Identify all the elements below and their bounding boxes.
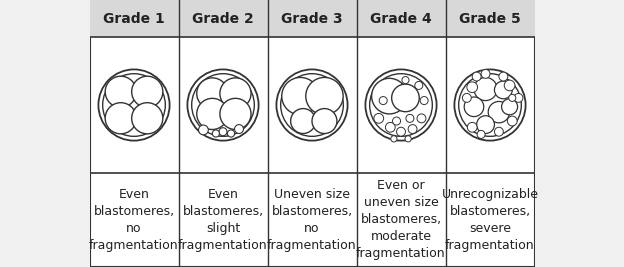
Bar (89, 0, 535, 37)
Circle shape (472, 72, 481, 81)
Circle shape (386, 122, 395, 132)
Circle shape (197, 98, 228, 129)
Circle shape (282, 77, 319, 115)
Circle shape (235, 125, 243, 134)
Circle shape (417, 114, 426, 123)
Circle shape (494, 127, 504, 136)
Circle shape (105, 76, 136, 107)
Circle shape (132, 76, 163, 107)
Text: Uneven size
blastomeres,
no
fragmentation: Uneven size blastomeres, no fragmentatio… (267, 188, 357, 252)
Circle shape (228, 130, 235, 137)
Circle shape (391, 136, 397, 142)
Circle shape (220, 98, 251, 129)
Circle shape (415, 81, 423, 89)
Text: Unrecognizable
blastomeres,
severe
fragmentation: Unrecognizable blastomeres, severe fragm… (442, 188, 539, 252)
Circle shape (187, 69, 258, 141)
Circle shape (502, 99, 517, 115)
Circle shape (372, 78, 407, 114)
Circle shape (481, 69, 490, 78)
Circle shape (219, 128, 227, 136)
Circle shape (477, 130, 485, 138)
Text: Grade 2: Grade 2 (192, 12, 254, 26)
Circle shape (499, 72, 508, 81)
Circle shape (306, 77, 343, 115)
Circle shape (99, 69, 170, 141)
Text: Even or
uneven size
blastomeres,
moderate
fragmentation: Even or uneven size blastomeres, moderat… (356, 179, 446, 260)
Circle shape (366, 69, 437, 141)
Text: Grade 1: Grade 1 (103, 12, 165, 26)
Text: Even
blastomeres,
slight
fragmentation: Even blastomeres, slight fragmentation (178, 188, 268, 252)
Circle shape (103, 74, 165, 136)
Circle shape (369, 74, 432, 136)
Circle shape (420, 97, 428, 105)
Circle shape (392, 117, 401, 125)
Circle shape (405, 136, 411, 142)
Circle shape (494, 81, 512, 99)
Circle shape (406, 114, 414, 122)
Circle shape (477, 116, 494, 134)
Circle shape (396, 127, 406, 136)
Circle shape (192, 74, 255, 136)
Circle shape (459, 74, 521, 136)
Circle shape (474, 77, 497, 101)
Circle shape (220, 78, 251, 109)
Circle shape (312, 109, 337, 134)
Circle shape (132, 103, 163, 134)
Circle shape (464, 97, 484, 117)
Circle shape (467, 82, 477, 93)
Circle shape (509, 94, 516, 101)
Circle shape (105, 103, 136, 134)
Circle shape (374, 113, 384, 123)
Circle shape (212, 130, 220, 137)
Text: Grade 4: Grade 4 (370, 12, 432, 26)
Circle shape (504, 80, 515, 91)
Circle shape (392, 84, 419, 112)
Circle shape (462, 93, 471, 102)
Circle shape (276, 69, 348, 141)
Circle shape (198, 125, 208, 135)
Circle shape (408, 125, 417, 134)
Circle shape (454, 69, 525, 141)
Circle shape (291, 109, 316, 134)
Circle shape (488, 101, 510, 123)
Circle shape (514, 93, 523, 102)
Text: Grade 5: Grade 5 (459, 12, 521, 26)
Circle shape (379, 97, 388, 105)
Circle shape (402, 77, 409, 84)
Circle shape (467, 122, 477, 132)
Circle shape (507, 116, 517, 126)
Circle shape (197, 78, 228, 109)
Text: Grade 3: Grade 3 (281, 12, 343, 26)
Text: Even
blastomeres,
no
fragmentation: Even blastomeres, no fragmentation (89, 188, 179, 252)
Circle shape (281, 74, 343, 136)
